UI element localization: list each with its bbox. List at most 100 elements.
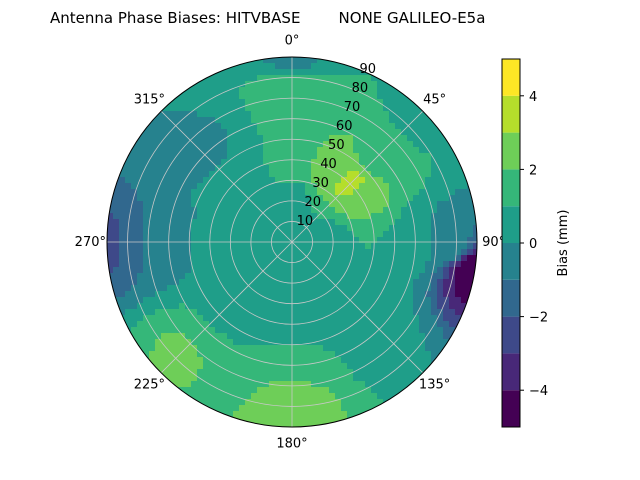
bias-cell bbox=[335, 351, 342, 358]
bias-cell bbox=[353, 279, 360, 286]
bias-cell bbox=[221, 105, 228, 112]
bias-cell bbox=[341, 165, 348, 172]
bias-cell bbox=[245, 153, 252, 160]
bias-cell bbox=[467, 285, 474, 292]
bias-cell bbox=[371, 297, 378, 304]
bias-cell bbox=[359, 81, 366, 88]
bias-cell bbox=[215, 123, 222, 130]
bias-cell bbox=[347, 171, 354, 178]
bias-cell bbox=[227, 381, 234, 388]
bias-cell bbox=[239, 177, 246, 184]
bias-cell bbox=[341, 87, 348, 94]
bias-cell bbox=[305, 165, 312, 172]
bias-cell bbox=[185, 189, 192, 196]
bias-cell bbox=[383, 315, 390, 322]
bias-cell bbox=[455, 201, 462, 208]
bias-cell bbox=[143, 261, 150, 268]
bias-cell bbox=[407, 303, 414, 310]
bias-cell bbox=[317, 99, 324, 106]
bias-cell bbox=[413, 159, 420, 166]
bias-cell bbox=[215, 141, 222, 148]
bias-cell bbox=[197, 291, 204, 298]
bias-cell bbox=[167, 189, 174, 196]
bias-cell bbox=[455, 249, 462, 256]
bias-cell bbox=[359, 279, 366, 286]
bias-cell bbox=[269, 321, 276, 328]
bias-cell bbox=[389, 231, 396, 238]
bias-cell bbox=[317, 213, 324, 220]
bias-cell bbox=[431, 267, 438, 274]
bias-cell bbox=[161, 231, 168, 238]
radial-tick-label: 80 bbox=[352, 81, 369, 96]
bias-cell bbox=[341, 99, 348, 106]
bias-cell bbox=[197, 315, 204, 322]
bias-cell bbox=[161, 159, 168, 166]
bias-cell bbox=[365, 111, 372, 118]
bias-cell bbox=[311, 99, 318, 106]
bias-cell bbox=[413, 117, 420, 124]
bias-cell bbox=[341, 393, 348, 400]
bias-cell bbox=[161, 345, 168, 352]
bias-cell bbox=[251, 321, 258, 328]
bias-cell bbox=[305, 141, 312, 148]
bias-cell bbox=[431, 141, 438, 148]
bias-cell bbox=[143, 183, 150, 190]
bias-cell bbox=[389, 297, 396, 304]
bias-cell bbox=[425, 273, 432, 280]
bias-cell bbox=[197, 231, 204, 238]
bias-cell bbox=[221, 333, 228, 340]
bias-cell bbox=[233, 285, 240, 292]
bias-cell bbox=[449, 183, 456, 190]
bias-cell bbox=[401, 207, 408, 214]
bias-cell bbox=[383, 339, 390, 346]
radial-tick-label: 20 bbox=[304, 195, 321, 210]
bias-cell bbox=[221, 255, 228, 262]
bias-cell bbox=[161, 117, 168, 124]
bias-cell bbox=[239, 243, 246, 250]
bias-cell bbox=[353, 219, 360, 226]
bias-cell bbox=[209, 405, 216, 412]
bias-cell bbox=[179, 165, 186, 172]
bias-cell bbox=[113, 183, 120, 190]
bias-cell bbox=[353, 297, 360, 304]
bias-cell bbox=[299, 387, 306, 394]
bias-cell bbox=[329, 75, 336, 82]
bias-cell bbox=[251, 357, 258, 364]
bias-cell bbox=[197, 117, 204, 124]
bias-cell bbox=[293, 183, 300, 190]
bias-cell bbox=[359, 321, 366, 328]
bias-cell bbox=[227, 189, 234, 196]
bias-cell bbox=[221, 111, 228, 118]
bias-cell bbox=[431, 303, 438, 310]
bias-cell bbox=[413, 129, 420, 136]
bias-cell bbox=[311, 333, 318, 340]
bias-cell bbox=[353, 75, 360, 82]
bias-cell bbox=[413, 339, 420, 346]
bias-cell bbox=[203, 339, 210, 346]
bias-cell bbox=[437, 183, 444, 190]
bias-cell bbox=[449, 243, 456, 250]
bias-cell bbox=[413, 345, 420, 352]
bias-cell bbox=[215, 357, 222, 364]
bias-cell bbox=[431, 333, 438, 340]
bias-cell bbox=[293, 57, 300, 64]
bias-cell bbox=[233, 333, 240, 340]
bias-cell bbox=[287, 351, 294, 358]
bias-cell bbox=[173, 177, 180, 184]
bias-cell bbox=[287, 183, 294, 190]
bias-cell bbox=[389, 357, 396, 364]
bias-cell bbox=[353, 387, 360, 394]
bias-cell bbox=[437, 165, 444, 172]
bias-cell bbox=[257, 279, 264, 286]
bias-cell bbox=[245, 291, 252, 298]
bias-cell bbox=[377, 387, 384, 394]
bias-cell bbox=[299, 171, 306, 178]
bias-cell bbox=[239, 171, 246, 178]
bias-cell bbox=[245, 243, 252, 250]
bias-cell bbox=[401, 327, 408, 334]
bias-cell bbox=[269, 177, 276, 184]
bias-cell bbox=[455, 183, 462, 190]
bias-cell bbox=[233, 105, 240, 112]
bias-cell bbox=[293, 237, 300, 244]
